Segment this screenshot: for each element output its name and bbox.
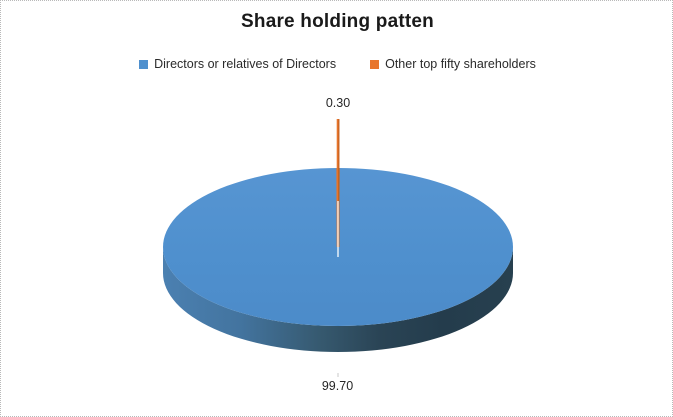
pie-slice-other-shareholders[interactable] (336, 119, 340, 247)
legend-item-directors[interactable]: Directors or relatives of Directors (139, 57, 336, 71)
legend-square-orange-icon (370, 59, 380, 69)
data-label-large-slice: 99.70 (321, 379, 354, 393)
legend-square-blue-icon (139, 59, 149, 69)
data-label-small-slice: 0.30 (325, 96, 351, 110)
chart-legend: Directors or relatives of Directors Othe… (1, 57, 672, 71)
page-title: Share holding patten (241, 11, 434, 32)
legend-item-other-shareholders[interactable]: Other top fifty shareholders (370, 57, 536, 71)
pie-slice-side-wall (163, 247, 513, 352)
legend-item-other-shareholders-label: Other top fifty shareholders (385, 57, 536, 71)
legend-item-directors-label: Directors or relatives of Directors (154, 57, 337, 71)
